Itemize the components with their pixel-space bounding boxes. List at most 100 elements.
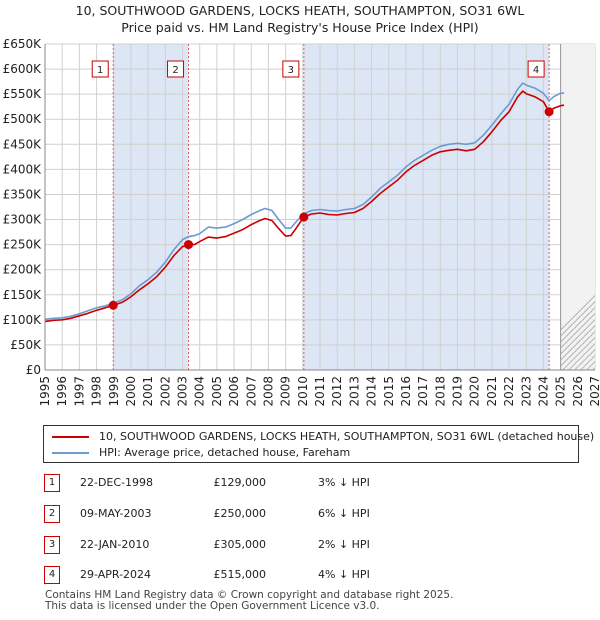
x-tick-label: 2006 <box>227 376 241 407</box>
sale-box-border <box>167 60 185 78</box>
x-tick-label: 2027 <box>588 376 600 407</box>
title-line-1: 10, SOUTHWOOD GARDENS, LOCKS HEATH, SOUT… <box>75 3 525 18</box>
x-tick-label: 2013 <box>347 376 361 407</box>
sale-hpi-diff: 2% ↓ HPI <box>318 538 370 551</box>
legend-swatch-hpi <box>52 452 89 454</box>
sale-label-box: 3 <box>282 60 300 78</box>
sale-price: £250,000 <box>213 507 267 520</box>
x-tick-label: 2005 <box>210 376 224 407</box>
sale-box-label: 4 <box>533 65 539 76</box>
sale-label-box: 2 <box>167 60 185 78</box>
sale-box-border <box>527 60 545 78</box>
sale-price: £305,000 <box>213 538 267 551</box>
sale-box-label: 1 <box>97 65 103 76</box>
x-tick-label: 2003 <box>176 376 190 407</box>
x-tick-label: 1998 <box>90 376 104 407</box>
sale-marker <box>184 240 194 250</box>
shaded-period <box>113 44 189 370</box>
y-tick-label: £300K <box>3 213 43 227</box>
x-tick-label: 2001 <box>141 376 155 407</box>
sale-number-badge: 1 <box>44 474 60 492</box>
x-tick-label: 2025 <box>554 376 568 407</box>
sale-marker <box>544 107 554 117</box>
x-tick-label: 1999 <box>107 376 121 407</box>
sales-row: 4 29-APR-2024 £515,000 4% ↓ HPI <box>0 566 600 586</box>
x-tick-label: 2019 <box>451 376 465 407</box>
sale-price: £129,000 <box>213 476 267 489</box>
y-tick-label: £650K <box>3 37 43 51</box>
x-tick-label: 2014 <box>365 376 379 407</box>
shaded-period <box>303 44 550 370</box>
sale-marker <box>108 300 118 310</box>
sale-number-badge: 3 <box>44 536 60 554</box>
y-tick-label: £400K <box>3 162 43 176</box>
y-tick-label: £150K <box>3 288 43 302</box>
sale-date: 22-DEC-1998 <box>80 476 154 489</box>
sale-hpi-diff: 4% ↓ HPI <box>318 568 370 581</box>
x-tick-label: 2010 <box>296 376 310 407</box>
y-tick-label: £50K <box>10 338 42 352</box>
x-tick-label: 2016 <box>399 376 413 407</box>
x-tick-label: 2026 <box>571 376 585 407</box>
x-tick-label: 2012 <box>330 376 344 407</box>
footer-line-1: Contains HM Land Registry data © Crown c… <box>45 589 454 601</box>
x-tick-label: 2015 <box>382 376 396 407</box>
sale-hpi-diff: 3% ↓ HPI <box>318 476 370 489</box>
footer-line-2: This data is licensed under the Open Gov… <box>45 600 380 612</box>
y-tick-label: £350K <box>3 187 43 201</box>
y-tick-label: £200K <box>3 263 43 277</box>
x-tick-label: 1996 <box>55 376 69 407</box>
y-tick-label: £250K <box>3 238 43 252</box>
sale-box-border <box>282 60 300 78</box>
forecast-region <box>560 44 595 370</box>
y-tick-label: £550K <box>3 87 43 101</box>
sale-box-label: 3 <box>288 65 294 76</box>
sale-label-box: 1 <box>91 60 109 78</box>
footer-attribution: Contains HM Land Registry data © Crown c… <box>45 590 453 612</box>
sales-row: 2 09-MAY-2003 £250,000 6% ↓ HPI <box>0 505 600 525</box>
chart-title: 10, SOUTHWOOD GARDENS, LOCKS HEATH, SOUT… <box>0 2 600 36</box>
y-tick-label: £600K <box>3 62 43 76</box>
price-chart: 1 2 3 4 £0 £50K £100K £150K £200K £250K £300K £350… <box>3 37 600 407</box>
sale-date: 22-JAN-2010 <box>80 538 150 551</box>
legend-item-price: 10, SOUTHWOOD GARDENS, LOCKS HEATH, SOUT… <box>52 429 594 445</box>
sales-row: 3 22-JAN-2010 £305,000 2% ↓ HPI <box>0 536 600 556</box>
legend-swatch-price <box>52 436 89 438</box>
x-tick-label: 1997 <box>72 376 86 407</box>
sale-label-box: 4 <box>527 60 545 78</box>
x-tick-label: 2002 <box>158 376 172 407</box>
sale-hpi-diff: 6% ↓ HPI <box>318 507 370 520</box>
x-tick-label: 2023 <box>519 376 533 407</box>
sale-marker <box>299 212 309 222</box>
y-tick-label: £0 <box>26 363 41 377</box>
x-tick-label: 2021 <box>485 376 499 407</box>
x-tick-label: 2000 <box>124 376 138 407</box>
sale-number-badge: 2 <box>44 505 60 523</box>
sale-date: 29-APR-2024 <box>80 568 152 581</box>
title-line-2: Price paid vs. HM Land Registry's House … <box>121 20 479 35</box>
x-tick-label: 2007 <box>244 376 258 407</box>
sale-date: 09-MAY-2003 <box>80 507 152 520</box>
legend-item-hpi: HPI: Average price, detached house, Fare… <box>52 445 350 461</box>
x-tick-label: 2024 <box>536 376 550 407</box>
x-tick-label: 2008 <box>261 376 275 407</box>
sale-number-badge: 4 <box>44 566 60 584</box>
y-tick-label: £100K <box>3 313 43 327</box>
y-tick-label: £500K <box>3 112 43 126</box>
x-tick-label: 2009 <box>279 376 293 407</box>
x-tick-label: 2017 <box>416 376 430 407</box>
x-tick-label: 2004 <box>193 376 207 407</box>
sales-row: 1 22-DEC-1998 £129,000 3% ↓ HPI <box>0 474 600 494</box>
forecast-hatch-line <box>560 295 595 331</box>
sale-box-border <box>91 60 109 78</box>
y-tick-label: £450K <box>3 137 43 151</box>
x-tick-label: 2020 <box>468 376 482 407</box>
legend-label-hpi: HPI: Average price, detached house, Fare… <box>99 446 351 459</box>
sale-box-label: 2 <box>172 65 178 76</box>
x-tick-label: 2022 <box>502 376 516 407</box>
chart-legend: 10, SOUTHWOOD GARDENS, LOCKS HEATH, SOUT… <box>43 425 594 463</box>
forecast-hatch-line <box>560 307 595 343</box>
sale-price: £515,000 <box>213 568 267 581</box>
x-tick-label: 2018 <box>433 376 447 407</box>
legend-label-price: 10, SOUTHWOOD GARDENS, LOCKS HEATH, SOUT… <box>99 430 595 443</box>
